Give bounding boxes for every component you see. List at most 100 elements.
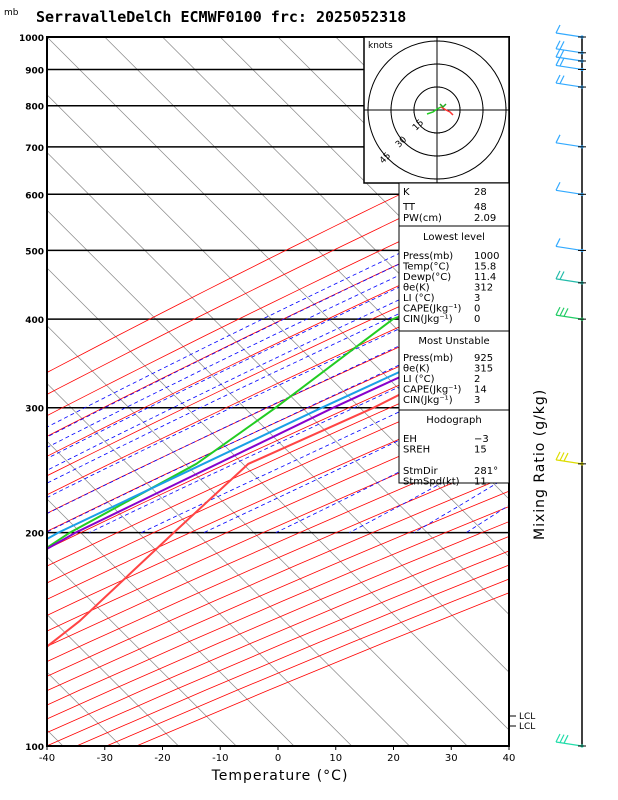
pressure-tick-label: 900 (25, 66, 44, 76)
wind-barb-flag (559, 734, 565, 743)
hodograph-storm-motion (439, 103, 447, 109)
wind-barb-flag (555, 134, 561, 144)
most-unstable-row-value: 315 (474, 364, 493, 375)
temperature-tick-label: -30 (97, 753, 113, 764)
index-pw-label: PW(cm) (403, 213, 442, 224)
moist-adiabat (47, 223, 509, 448)
wind-barb-flag (559, 271, 565, 280)
isotherm (47, 556, 237, 746)
temperature-tick-label: 40 (503, 753, 516, 764)
hodograph-inset: knots 15 30 45 (363, 36, 510, 184)
lowest-level-row-label: CIN(Jkg⁻¹) (403, 314, 453, 325)
hodograph-stat-row-value: 281° (474, 466, 498, 477)
lowest-level-row-label: Temp(°C) (402, 262, 450, 273)
lowest-level-row-value: 0 (474, 304, 480, 315)
hodograph-trace-low (426, 106, 442, 115)
pressure-tick-label: 200 (25, 530, 44, 540)
pressure-tick-label: 400 (25, 316, 44, 326)
lowest-level-row-value: 0 (474, 314, 480, 325)
index-k-label: K (403, 187, 410, 198)
temperature-tick-label: -10 (212, 753, 228, 764)
most-unstable-row-value: 14 (474, 385, 487, 396)
lowest-level-row-label: θe(K) (403, 283, 430, 294)
moist-adiabat (47, 235, 509, 459)
lowest-level-header: Lowest level (423, 232, 485, 243)
pressure-tick-label: 300 (25, 405, 44, 415)
most-unstable-row-label: CAPE(Jkg⁻¹) (403, 385, 461, 396)
temperature-tick-label: -40 (39, 753, 55, 764)
lowest-level-row-label: Press(mb) (403, 251, 453, 262)
wind-barb-flag (555, 270, 561, 280)
hodograph-stats-header: Hodograph (426, 415, 481, 426)
pressure-axis: 100 200 300 400 500 600 700 800 900 1000 (19, 34, 44, 753)
most-unstable-row-label: Press(mb) (403, 353, 453, 364)
wind-barb-flag (555, 57, 561, 66)
hodograph-stat-row-value: 11 (474, 477, 487, 488)
index-tt-value: 48 (474, 202, 487, 213)
dry-adiabat (47, 141, 509, 373)
moist-adiabat (47, 212, 509, 438)
lowest-level-row-label: CAPE(Jkg⁻¹) (403, 304, 461, 315)
dry-adiabat (47, 408, 509, 616)
temperature-tick-label: -20 (154, 753, 170, 764)
wind-barb-flag (563, 734, 569, 744)
wind-barb-flag (559, 307, 565, 317)
isotherm (47, 152, 509, 615)
index-pw-value: 2.09 (474, 213, 496, 224)
wind-barb-shaft (555, 189, 583, 195)
wind-barb-flag (555, 238, 561, 247)
moist-adiabat (47, 248, 509, 471)
lowest-level-row-value: 3 (474, 293, 480, 304)
moist-adiabat (47, 277, 509, 498)
wind-barb-shaft (555, 245, 583, 252)
isotherm (47, 209, 509, 673)
hodograph-stat-row-value: −3 (474, 434, 489, 445)
lcl-markers: LCL LCL (510, 712, 535, 732)
lowest-level-row-label: Dewp(°C) (403, 272, 451, 283)
hodograph-stat-row-label: StmDir (403, 466, 438, 477)
wind-barb-flag (559, 41, 565, 50)
x-axis-title: Temperature (°C) (211, 768, 349, 784)
hodograph-stat-row-label: StmSpd(kt) (403, 477, 460, 488)
pressure-tick-label: 700 (25, 144, 44, 154)
temperature-profile (47, 338, 509, 648)
most-unstable-row-value: 925 (474, 353, 493, 364)
lowest-level-row-value: 312 (474, 283, 493, 294)
chart-title: SerravalleDelCh ECMWF0100 frc: 202505231… (36, 8, 406, 26)
dry-adiabat (47, 355, 509, 567)
isotherm (47, 440, 352, 746)
wind-barb-flag (555, 40, 561, 50)
most-unstable-row-value: 3 (474, 395, 480, 406)
wetbulb-profile (47, 320, 509, 541)
most-unstable-row-label: CIN(Jkg⁻¹) (403, 395, 453, 406)
isotherm (47, 383, 410, 746)
isotherm (47, 614, 179, 746)
parcel-profile (47, 325, 509, 551)
wind-barb-flag (555, 182, 561, 191)
pressure-tick-label: 1000 (19, 34, 44, 44)
lowest-level-row-value: 15.8 (474, 262, 496, 273)
wind-barb-flag (559, 57, 565, 67)
wind-barb-flag (555, 451, 561, 461)
most-unstable-row-value: 2 (474, 374, 480, 385)
hodograph-stat-row-value: 15 (474, 445, 487, 456)
wind-barb-flag (559, 75, 565, 84)
isotherm (47, 498, 295, 746)
pressure-tick-label: 100 (25, 743, 44, 753)
temperature-tick-label: 0 (275, 753, 281, 764)
pressure-tick-label: 600 (25, 191, 44, 201)
wind-barb-shaft (555, 32, 583, 38)
wind-barb-flag (555, 24, 561, 34)
hodograph-units: knots (368, 41, 393, 51)
hodograph-trace-high (440, 106, 454, 116)
wind-barb-shaft (555, 142, 583, 148)
right-axis-title: Mixing Ratio (g/kg) (532, 389, 548, 540)
temperature-tick-label: 20 (387, 753, 400, 764)
pressure-tick-label: 800 (25, 103, 44, 113)
temperature-tick-label: 10 (329, 753, 342, 764)
wind-barb-flag (555, 48, 561, 58)
pressure-tick-label: 500 (25, 247, 44, 257)
units-label: mb (4, 8, 19, 18)
wind-barb-flag (559, 49, 565, 58)
